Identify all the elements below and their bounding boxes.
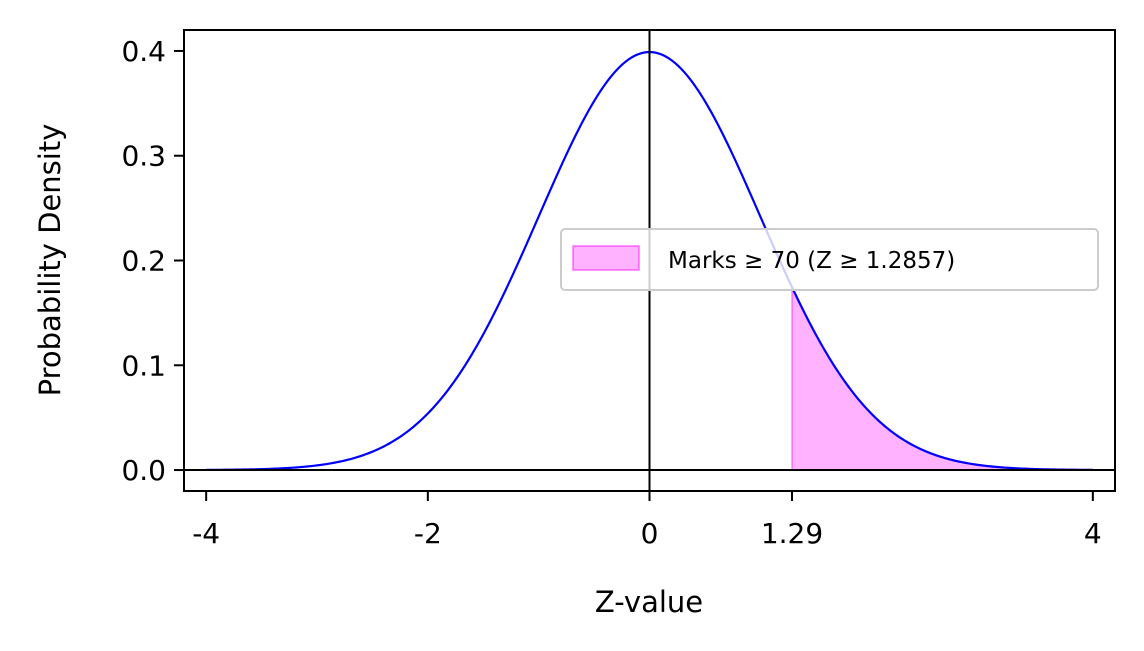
- legend-frame: [560, 228, 1099, 291]
- y-tick-label: 0.1: [121, 349, 166, 382]
- shaded-area: [791, 286, 1094, 472]
- legend: Marks ≥ 70 (Z ≥ 1.2857): [560, 228, 1099, 291]
- x-tick-label: -4: [192, 517, 220, 550]
- x-tick-label: -2: [414, 517, 442, 550]
- y-tick-label: 0.0: [121, 454, 166, 487]
- x-tick-label: 1.29: [761, 517, 823, 550]
- y-tick-label: 0.3: [121, 140, 166, 173]
- y-tick-label: 0.4: [121, 35, 166, 68]
- y-tick-label: 0.2: [121, 245, 166, 278]
- x-tick-label: 0: [641, 517, 659, 550]
- x-axis-label: Z-value: [595, 585, 703, 619]
- legend-label: Marks ≥ 70 (Z ≥ 1.2857): [668, 248, 955, 274]
- legend-swatch: [572, 245, 640, 271]
- y-axis-label: Probability Density: [33, 124, 67, 397]
- x-tick-label: 4: [1084, 517, 1102, 550]
